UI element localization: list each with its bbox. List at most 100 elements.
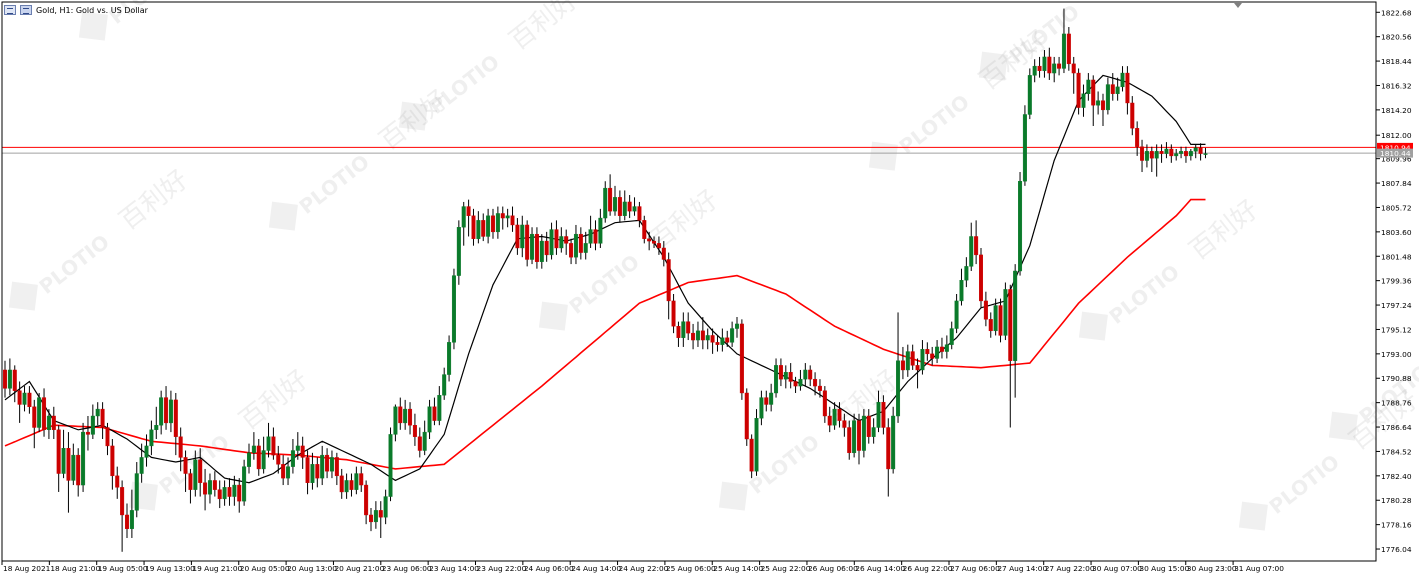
chart-shift-marker-icon[interactable]: [1234, 3, 1242, 8]
candle-body: [852, 420, 857, 454]
candle: [705, 328, 710, 350]
candle: [1198, 143, 1203, 161]
y-tick-label: 1790.88: [1381, 374, 1412, 383]
candle-body: [866, 415, 871, 437]
candle: [144, 434, 149, 467]
candle-body: [373, 510, 378, 523]
y-tick-label: 1788.76: [1381, 399, 1412, 408]
candle: [710, 328, 715, 354]
candle-body: [613, 197, 618, 212]
x-tick-label: 26 Aug 14:00: [855, 564, 905, 573]
candle-body: [437, 395, 442, 421]
candle: [749, 434, 754, 479]
candle-body: [861, 415, 866, 451]
candle-body: [354, 473, 359, 490]
candle: [188, 468, 193, 504]
candle-body: [1013, 270, 1018, 361]
candle-body: [339, 475, 344, 493]
candle: [281, 455, 286, 486]
candle: [813, 372, 818, 396]
candle: [642, 215, 647, 244]
candle: [1203, 147, 1208, 159]
candle: [320, 445, 325, 486]
candle-body: [881, 401, 886, 428]
candle-body: [76, 454, 81, 486]
candle-body: [32, 406, 37, 428]
candle: [51, 406, 56, 440]
candle: [1081, 84, 1086, 117]
candle: [495, 206, 500, 239]
watermark-logo-icon: [868, 141, 898, 171]
candle: [427, 399, 432, 440]
x-tick-label: 26 Aug 22:00: [903, 564, 953, 573]
chart-window-icon[interactable]: [4, 5, 16, 15]
candle-body: [124, 514, 129, 529]
candle: [622, 190, 627, 221]
candle-body: [944, 344, 949, 352]
x-tick-label: 18 Aug 2021: [3, 564, 51, 573]
candle: [22, 386, 27, 412]
candle-body: [66, 448, 71, 481]
candle-body: [364, 484, 369, 516]
candle: [305, 450, 310, 495]
candle-body: [217, 489, 222, 500]
x-tick-label: 31 Aug 07:00: [1234, 564, 1284, 573]
candle: [656, 236, 661, 255]
chart-window-icon-2[interactable]: [20, 5, 32, 15]
candle: [578, 227, 583, 260]
candle-body: [735, 323, 740, 329]
candle: [803, 363, 808, 387]
candle: [539, 234, 544, 269]
candle-body: [168, 399, 173, 424]
candle-body: [920, 349, 925, 371]
candle: [817, 379, 822, 398]
candle: [505, 208, 510, 228]
candle-body: [1169, 148, 1174, 157]
candle: [222, 480, 227, 506]
candle-body: [383, 496, 388, 518]
candle: [124, 503, 129, 538]
candle-body: [1042, 56, 1047, 71]
candle-body: [998, 305, 1003, 336]
candle-body: [456, 227, 461, 276]
candle-body: [1003, 289, 1008, 336]
watermark-logo-icon: [8, 281, 38, 311]
candle-body: [774, 365, 779, 394]
candle: [764, 390, 769, 412]
candle: [944, 335, 949, 359]
candle-body: [695, 330, 700, 341]
candle: [1169, 144, 1174, 163]
x-tick-label: 20 Aug 21:00: [334, 564, 384, 573]
candle-body: [559, 236, 564, 249]
chart-title: Gold, H1: Gold vs. US Dollar: [36, 5, 148, 15]
watermark-logo-icon: [1078, 311, 1108, 341]
candle: [1037, 56, 1042, 78]
y-tick-label: 1818.44: [1381, 57, 1412, 66]
candle-body: [51, 415, 56, 431]
candle-body: [461, 206, 466, 228]
candle: [1120, 66, 1125, 92]
candle: [520, 215, 525, 258]
candle: [652, 236, 657, 248]
price-axis[interactable]: 1822.68 1820.56 1818.44 1816.32 1814.20 1812.…: [1376, 8, 1412, 554]
candle: [896, 312, 901, 423]
x-tick-label: 24 Aug 06:00: [524, 564, 574, 573]
candle-body: [876, 401, 881, 428]
candle: [329, 450, 334, 479]
candle: [720, 328, 725, 352]
candle-body: [305, 457, 310, 483]
candle: [515, 218, 520, 255]
candle-body: [1081, 93, 1086, 108]
candle-body: [359, 473, 364, 486]
watermark-logo-icon: [268, 201, 298, 231]
x-tick-label: 19 Aug 05:00: [98, 564, 148, 573]
candle-body: [486, 215, 491, 237]
candle-body: [476, 220, 481, 239]
candle-body: [993, 305, 998, 332]
y-tick-label: 1795.12: [1381, 325, 1412, 334]
candle: [1110, 73, 1115, 101]
candle: [920, 340, 925, 375]
